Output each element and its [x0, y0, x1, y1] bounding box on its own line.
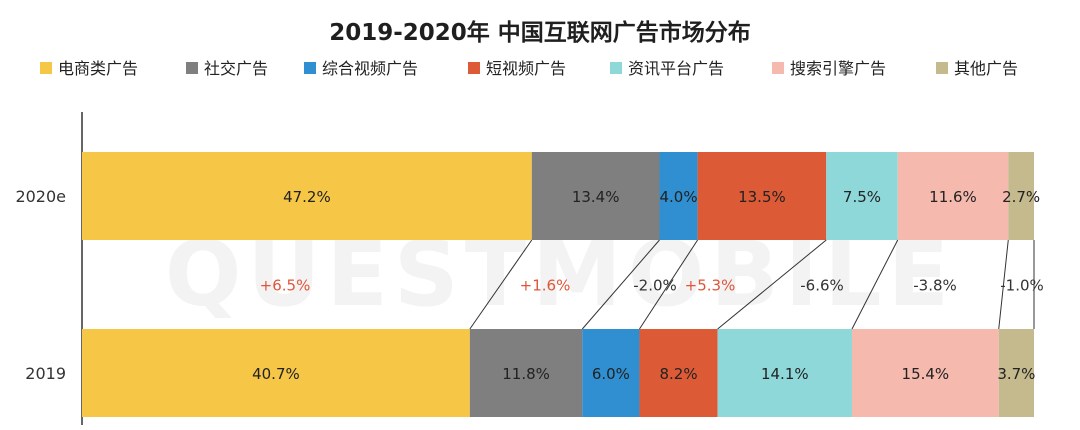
bar-value-label: 11.8% — [502, 365, 550, 383]
change-label: -2.0% — [633, 277, 677, 295]
legend-swatch — [186, 62, 198, 74]
bar-value-label: 11.6% — [929, 188, 977, 206]
bar-segment — [717, 329, 852, 417]
connector-line — [998, 239, 1009, 330]
bar-segment — [469, 329, 583, 417]
bar-value-label: 2.7% — [1002, 188, 1040, 206]
category-label: 2019 — [25, 364, 66, 383]
bar-value-label: 3.7% — [997, 365, 1035, 383]
chart-title: 2019-2020年 中国互联网广告市场分布 — [329, 19, 751, 46]
connector-line — [639, 239, 699, 330]
change-label: +6.5% — [260, 277, 311, 295]
bar-segment — [531, 152, 660, 240]
legend-swatch — [468, 62, 480, 74]
connector-line — [581, 239, 660, 330]
bar-segment — [826, 152, 898, 240]
bar-segment — [897, 152, 1009, 240]
bar-value-label: 40.7% — [252, 365, 300, 383]
bar-value-label: 13.5% — [738, 188, 786, 206]
legend-swatch — [772, 62, 784, 74]
bar-value-label: 14.1% — [761, 365, 809, 383]
legend-label: 短视频广告 — [486, 59, 566, 78]
connector-line — [717, 239, 827, 330]
bar-segment — [582, 329, 640, 417]
bar-value-label: 47.2% — [283, 188, 331, 206]
bar-segment — [639, 329, 718, 417]
legend-label: 电商类广告 — [58, 59, 138, 78]
change-label: +5.3% — [685, 277, 736, 295]
bar-value-label: 15.4% — [902, 365, 950, 383]
bar-value-label: 4.0% — [659, 188, 697, 206]
connector-line — [469, 239, 533, 330]
bar-segment — [659, 152, 698, 240]
change-label: -1.0% — [1000, 277, 1044, 295]
legend-swatch — [936, 62, 948, 74]
legend-label: 搜索引擎广告 — [790, 59, 886, 78]
bar-value-label: 6.0% — [592, 365, 630, 383]
legend-label: 社交广告 — [204, 59, 268, 78]
bar-value-label: 7.5% — [843, 188, 881, 206]
legend-label: 综合视频广告 — [322, 59, 418, 78]
change-label: +1.6% — [520, 277, 571, 295]
connector-line — [851, 239, 899, 330]
legend-label: 其他广告 — [954, 59, 1018, 78]
category-label: 2020e — [15, 187, 66, 206]
bar-segment — [851, 329, 999, 417]
legend-swatch — [40, 62, 52, 74]
bar-value-label: 13.4% — [572, 188, 620, 206]
bar-value-label: 8.2% — [659, 365, 697, 383]
legend-swatch — [304, 62, 316, 74]
change-label: -6.6% — [800, 277, 844, 295]
bar-segment — [82, 152, 532, 240]
legend-swatch — [610, 62, 622, 74]
bar-segment — [697, 152, 827, 240]
legend-label: 资讯平台广告 — [628, 59, 724, 78]
bar-segment — [82, 329, 470, 417]
bar-segment — [998, 329, 1034, 417]
bar-segment — [1008, 152, 1034, 240]
change-label: -3.8% — [913, 277, 957, 295]
